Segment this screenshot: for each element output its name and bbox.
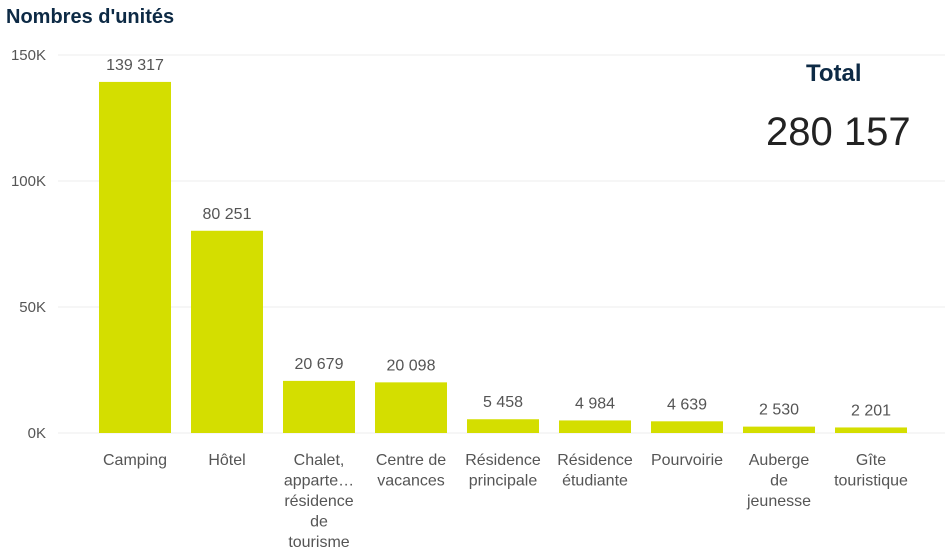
bar-value-label: 20 679 [295, 356, 344, 373]
x-tick-label: Résidence étudiante [557, 452, 633, 490]
bar[interactable] [467, 419, 539, 433]
chart-title: Nombres d'unités [6, 6, 175, 28]
y-tick-label: 150K [11, 47, 46, 64]
bar-value-label: 4 639 [667, 396, 707, 413]
y-axis: 0K 50K 100K 150K [11, 47, 46, 442]
y-tick-label: 50K [19, 299, 46, 316]
x-tick-label: Centre de vacances [376, 452, 446, 490]
bar[interactable] [375, 382, 447, 433]
x-tick-label: Camping [103, 452, 167, 469]
total-value: 280 157 [766, 110, 911, 154]
bar[interactable] [743, 426, 815, 433]
y-tick-label: 100K [11, 173, 46, 190]
bar[interactable] [559, 420, 631, 433]
total-label: Total [806, 60, 862, 87]
x-tick-label: Chalet, apparte… résidence de tourisme [284, 452, 354, 551]
x-tick-label: Hôtel [208, 452, 245, 469]
bar-value-label: 2 530 [759, 402, 799, 419]
bar[interactable] [835, 427, 907, 433]
bar-value-label: 80 251 [203, 206, 252, 223]
y-tick-label: 0K [28, 425, 46, 442]
bar[interactable] [191, 230, 263, 433]
bar[interactable] [99, 81, 171, 434]
x-tick-label: Auberge de jeunesse [746, 452, 811, 510]
x-tick-label: Résidence principale [465, 452, 541, 490]
bar-value-label: 20 098 [387, 357, 436, 374]
x-axis: Camping Hôtel Chalet, apparte… résidence de to… [103, 452, 908, 551]
bar-value-label: 5 458 [483, 394, 523, 411]
bar-value-label: 2 201 [851, 402, 891, 419]
x-tick-label: Gîte touristique [834, 452, 908, 490]
data-labels: 139 317 80 251 20 679 20 098 5 458 4 984 4 639… [106, 57, 891, 420]
bars [99, 81, 907, 434]
bar-value-label: 4 984 [575, 395, 615, 412]
x-tick-label: Pourvoirie [651, 452, 723, 469]
bar[interactable] [283, 380, 355, 433]
bar-value-label: 139 317 [106, 57, 164, 74]
bar[interactable] [651, 421, 723, 433]
